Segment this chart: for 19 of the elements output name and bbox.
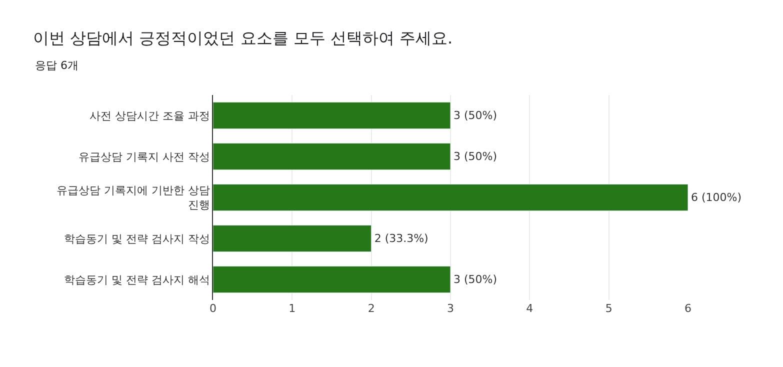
y-tick-label: 사전 상담시간 조율 과정 bbox=[89, 109, 210, 122]
x-tick-label: 6 bbox=[684, 302, 692, 315]
x-tick-label: 2 bbox=[368, 302, 375, 315]
x-tick-label: 1 bbox=[288, 302, 296, 315]
y-tick-label: 유급상담 기록지 사전 작성 bbox=[78, 150, 210, 164]
x-tick-label: 5 bbox=[605, 302, 612, 315]
data-label: 3 (50%) bbox=[454, 273, 498, 286]
y-tick-label: 유급상담 기록지에 기반한 상담 진행 bbox=[56, 184, 210, 212]
y-tick-label: 학습동기 및 전략 검사지 해석 bbox=[64, 273, 210, 286]
x-tick-label: 3 bbox=[447, 302, 454, 315]
data-label: 2 (33.3%) bbox=[374, 232, 428, 245]
chart-title: 이번 상담에서 긍정적이었던 요소를 모두 선택하여 주세요. bbox=[33, 28, 453, 48]
data-label: 3 (50%) bbox=[454, 109, 498, 122]
y-tick-label: 학습동기 및 전략 검사지 작성 bbox=[64, 232, 210, 246]
text: 응답 6개 bbox=[35, 59, 78, 72]
data-label: 3 (50%) bbox=[454, 150, 498, 164]
x-tick-label: 0 bbox=[210, 302, 216, 315]
x-tick-label: 4 bbox=[526, 302, 534, 315]
data-label: 6 (100%) bbox=[691, 191, 742, 204]
